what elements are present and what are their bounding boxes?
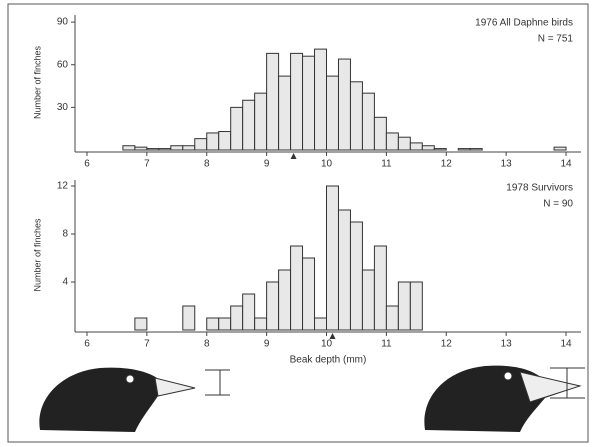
bar bbox=[326, 75, 339, 151]
bar bbox=[206, 132, 220, 151]
bar bbox=[433, 148, 447, 151]
bar bbox=[242, 293, 256, 331]
bar bbox=[218, 317, 232, 331]
x-tick-label: 9 bbox=[264, 159, 270, 170]
bar bbox=[349, 81, 363, 151]
bar bbox=[397, 136, 411, 151]
bar bbox=[314, 48, 328, 151]
bar bbox=[421, 145, 435, 151]
bar bbox=[361, 92, 375, 151]
bar bbox=[457, 148, 471, 151]
y-tick-label: 60 bbox=[57, 59, 69, 70]
mean-marker bbox=[290, 153, 297, 159]
y-tick-label: 90 bbox=[57, 17, 69, 28]
y-tick-label: 8 bbox=[62, 229, 68, 240]
bar bbox=[349, 221, 363, 331]
n-label: N = 751 bbox=[538, 34, 574, 45]
x-tick-label: 12 bbox=[441, 159, 453, 170]
finch-small-beak bbox=[39, 367, 230, 432]
bar bbox=[553, 146, 567, 151]
y-tick-label: 4 bbox=[62, 277, 68, 288]
bar bbox=[170, 145, 184, 151]
bar bbox=[385, 132, 399, 151]
bar bbox=[242, 99, 256, 151]
y-tick-label: 30 bbox=[57, 102, 69, 113]
bar bbox=[158, 148, 172, 151]
y-axis-label: Number of finches bbox=[32, 218, 42, 292]
bar bbox=[469, 148, 483, 151]
x-tick-label: 6 bbox=[84, 339, 90, 350]
bar bbox=[373, 245, 387, 331]
x-tick-label: 13 bbox=[501, 159, 513, 170]
bar bbox=[134, 317, 148, 331]
x-tick-label: 11 bbox=[381, 339, 392, 350]
bar bbox=[302, 257, 316, 331]
x-tick-label: 14 bbox=[560, 339, 572, 350]
x-tick-label: 10 bbox=[321, 339, 333, 350]
bar bbox=[218, 131, 232, 151]
bar bbox=[290, 52, 304, 151]
annotation: 1976 All Daphne birds bbox=[475, 18, 573, 29]
bar bbox=[337, 209, 351, 331]
x-tick-label: 9 bbox=[264, 339, 270, 350]
x-tick-label: 8 bbox=[204, 159, 210, 170]
y-axis-label: Number of finches bbox=[32, 45, 42, 119]
bar bbox=[385, 305, 399, 331]
x-tick-label: 12 bbox=[441, 339, 453, 350]
x-tick-label: 14 bbox=[560, 159, 572, 170]
bar bbox=[290, 245, 304, 331]
y-tick-label: 12 bbox=[57, 181, 69, 192]
bar bbox=[230, 106, 244, 151]
bar bbox=[409, 142, 423, 151]
x-tick-label: 11 bbox=[381, 159, 392, 170]
bar bbox=[278, 269, 292, 331]
bar bbox=[326, 185, 339, 331]
bar bbox=[266, 52, 280, 151]
bar bbox=[122, 145, 136, 151]
bar bbox=[278, 75, 292, 151]
bar bbox=[230, 305, 244, 331]
mean-marker bbox=[329, 333, 336, 339]
finch-large-beak bbox=[424, 365, 585, 432]
annotation: 1978 Survivors bbox=[506, 183, 573, 194]
bar bbox=[266, 281, 280, 331]
bar bbox=[373, 116, 387, 151]
bar bbox=[182, 145, 196, 151]
x-axis-label: Beak depth (mm) bbox=[290, 355, 367, 366]
bar bbox=[182, 305, 196, 331]
bar bbox=[302, 55, 316, 151]
bar bbox=[337, 58, 351, 151]
bar bbox=[194, 138, 208, 151]
bar bbox=[146, 148, 160, 151]
bar bbox=[361, 269, 375, 331]
x-tick-label: 7 bbox=[144, 339, 150, 350]
bar bbox=[254, 317, 268, 331]
x-tick-label: 13 bbox=[501, 339, 513, 350]
x-tick-label: 6 bbox=[84, 159, 90, 170]
x-tick-label: 10 bbox=[321, 159, 333, 170]
bar bbox=[206, 317, 220, 331]
bar bbox=[314, 317, 328, 331]
x-tick-label: 7 bbox=[144, 159, 150, 170]
x-tick-label: 8 bbox=[204, 339, 210, 350]
bar bbox=[134, 146, 148, 151]
n-label: N = 90 bbox=[543, 199, 573, 210]
bar bbox=[397, 281, 411, 331]
bar bbox=[254, 92, 268, 151]
bar bbox=[409, 281, 423, 331]
